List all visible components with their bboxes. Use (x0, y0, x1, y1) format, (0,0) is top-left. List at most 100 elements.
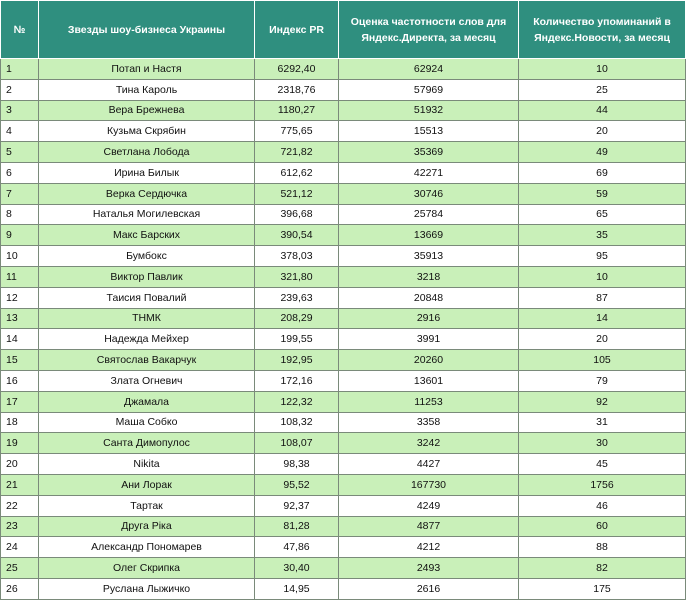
cell-direct-frequency: 4249 (338, 494, 519, 517)
cell-star-name: Кузьма Скрябин (38, 120, 255, 143)
cell-news-mentions: 79 (518, 369, 686, 392)
cell-direct-frequency: 3218 (338, 265, 519, 288)
cell-direct-frequency: 3358 (338, 411, 519, 434)
table-row: 4 Кузьма Скрябин 775,65 15513 20 (0, 120, 686, 143)
table-row: 6 Ирина Билык 612,62 42271 69 (0, 161, 686, 184)
cell-direct-frequency: 2916 (338, 307, 519, 330)
table-row: 20 Nikita 98,38 4427 45 (0, 453, 686, 475)
cell-number: 20 (0, 453, 39, 475)
table-row: 19 Санта Димопулос 108,07 3242 30 (0, 432, 686, 455)
table-row: 13 ТНМК 208,29 2916 14 (0, 307, 686, 330)
cell-pr-index: 1180,27 (254, 99, 339, 122)
header-yandex-news-mentions: Количество упоминаний в Яндекс.Новости, … (518, 0, 686, 59)
cell-star-name: Вера Брежнева (38, 99, 255, 122)
table-row: 21 Ани Лорак 95,52 167730 1756 (0, 473, 686, 496)
cell-star-name: Потап и Настя (38, 58, 255, 80)
cell-direct-frequency: 51932 (338, 99, 519, 122)
cell-news-mentions: 59 (518, 182, 686, 205)
cell-pr-index: 239,63 (254, 286, 339, 309)
table-row: 9 Макс Барских 390,54 13669 35 (0, 224, 686, 247)
cell-news-mentions: 10 (518, 58, 686, 80)
cell-direct-frequency: 35913 (338, 245, 519, 267)
header-yandex-direct-frequency: Оценка частотности слов для Яндекс.Дирек… (338, 0, 519, 59)
cell-star-name: Ирина Билык (38, 161, 255, 184)
cell-number: 24 (0, 536, 39, 559)
cell-news-mentions: 20 (518, 120, 686, 143)
cell-news-mentions: 60 (518, 515, 686, 538)
cell-star-name: Nikita (38, 453, 255, 475)
cell-pr-index: 208,29 (254, 307, 339, 330)
cell-number: 17 (0, 390, 39, 413)
cell-news-mentions: 92 (518, 390, 686, 413)
cell-number: 22 (0, 494, 39, 517)
cell-number: 12 (0, 286, 39, 309)
cell-news-mentions: 44 (518, 99, 686, 122)
cell-number: 10 (0, 245, 39, 267)
cell-pr-index: 81,28 (254, 515, 339, 538)
cell-direct-frequency: 20848 (338, 286, 519, 309)
cell-direct-frequency: 57969 (338, 78, 519, 101)
cell-number: 9 (0, 224, 39, 247)
cell-news-mentions: 35 (518, 224, 686, 247)
cell-news-mentions: 46 (518, 494, 686, 517)
cell-news-mentions: 20 (518, 328, 686, 351)
cell-pr-index: 122,32 (254, 390, 339, 413)
cell-direct-frequency: 4427 (338, 453, 519, 475)
cell-pr-index: 6292,40 (254, 58, 339, 80)
table-row: 15 Святослав Вакарчук 192,95 20260 105 (0, 349, 686, 371)
table-row: 11 Виктор Павлик 321,80 3218 10 (0, 265, 686, 288)
cell-star-name: Наталья Могилевская (38, 203, 255, 226)
cell-number: 15 (0, 349, 39, 371)
cell-direct-frequency: 35369 (338, 141, 519, 163)
cell-direct-frequency: 13601 (338, 369, 519, 392)
cell-star-name: ТНМК (38, 307, 255, 330)
cell-direct-frequency: 30746 (338, 182, 519, 205)
cell-news-mentions: 88 (518, 536, 686, 559)
cell-star-name: Друга Ріка (38, 515, 255, 538)
cell-pr-index: 108,07 (254, 432, 339, 455)
cell-number: 3 (0, 99, 39, 122)
cell-news-mentions: 14 (518, 307, 686, 330)
cell-pr-index: 172,16 (254, 369, 339, 392)
table-row: 14 Надежда Мейхер 199,55 3991 20 (0, 328, 686, 351)
cell-star-name: Александр Пономарев (38, 536, 255, 559)
cell-number: 1 (0, 58, 39, 80)
cell-news-mentions: 82 (518, 557, 686, 579)
table-row: 1 Потап и Настя 6292,40 62924 10 (0, 58, 686, 80)
cell-direct-frequency: 42271 (338, 161, 519, 184)
cell-star-name: Злата Огневич (38, 369, 255, 392)
table-row: 26 Руслана Лыжичко 14,95 2616 175 (0, 577, 686, 600)
table-row: 18 Маша Собко 108,32 3358 31 (0, 411, 686, 434)
cell-pr-index: 95,52 (254, 473, 339, 496)
table-row: 24 Александр Пономарев 47,86 4212 88 (0, 536, 686, 559)
cell-number: 16 (0, 369, 39, 392)
cell-direct-frequency: 3242 (338, 432, 519, 455)
cell-direct-frequency: 15513 (338, 120, 519, 143)
table-header: № Звезды шоу-бизнеса Украины Индекс PR О… (0, 0, 686, 59)
header-pr-index: Индекс PR (254, 0, 339, 59)
cell-star-name: Санта Димопулос (38, 432, 255, 455)
cell-number: 5 (0, 141, 39, 163)
cell-star-name: Надежда Мейхер (38, 328, 255, 351)
cell-number: 11 (0, 265, 39, 288)
cell-number: 7 (0, 182, 39, 205)
cell-star-name: Олег Скрипка (38, 557, 255, 579)
cell-pr-index: 192,95 (254, 349, 339, 371)
table-row: 12 Таисия Повалий 239,63 20848 87 (0, 286, 686, 309)
cell-direct-frequency: 13669 (338, 224, 519, 247)
cell-direct-frequency: 4212 (338, 536, 519, 559)
cell-star-name: Верка Сердючка (38, 182, 255, 205)
cell-pr-index: 92,37 (254, 494, 339, 517)
cell-number: 14 (0, 328, 39, 351)
cell-news-mentions: 45 (518, 453, 686, 475)
cell-star-name: Тина Кароль (38, 78, 255, 101)
cell-star-name: Светлана Лобода (38, 141, 255, 163)
cell-news-mentions: 105 (518, 349, 686, 371)
cell-direct-frequency: 4877 (338, 515, 519, 538)
table-body: 1 Потап и Настя 6292,40 62924 10 2 Тина Кароль… (0, 58, 686, 600)
cell-number: 25 (0, 557, 39, 579)
cell-number: 2 (0, 78, 39, 101)
cell-pr-index: 521,12 (254, 182, 339, 205)
cell-number: 13 (0, 307, 39, 330)
